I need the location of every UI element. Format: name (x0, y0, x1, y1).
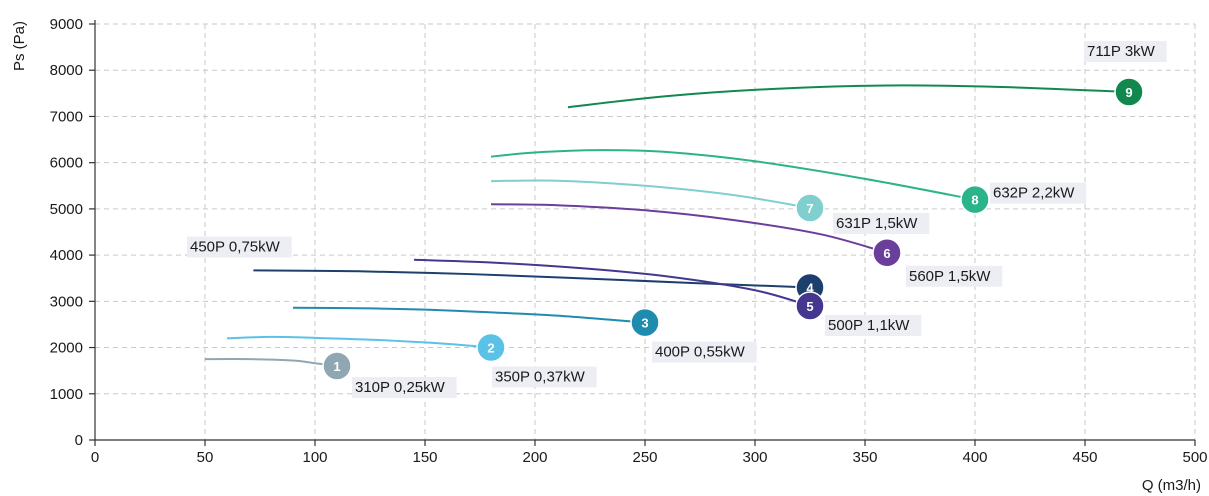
marker-number: 9 (1125, 85, 1132, 100)
series-label-bg (825, 314, 922, 336)
series-label-bg (352, 377, 457, 399)
marker-circle (872, 238, 902, 268)
series-marker-8: 8 (960, 184, 990, 215)
y-tick-label: 1000 (50, 386, 83, 403)
y-tick-label: 6000 (50, 155, 83, 172)
series-label-text: 310P 0,25kW (355, 379, 446, 396)
series-marker-1: 1 (322, 351, 352, 381)
series-labels: 310P 0,25kW 350P 0,37kW 400P 0,55kW 450P 0,… (187, 40, 1167, 399)
x-tick-label: 100 (302, 449, 327, 466)
x-tick-label: 150 (412, 449, 437, 466)
series-label-3: 400P 0,55kW (652, 341, 757, 363)
marker-number: 2 (487, 341, 494, 356)
series-marker-6: 6 (872, 238, 902, 268)
series-line-1 (204, 358, 338, 368)
marker-number: 5 (806, 299, 813, 314)
series-label-text: 450P 0,75kW (190, 238, 281, 255)
series-marker-7: 7 (795, 193, 825, 223)
marker-number: 7 (806, 201, 813, 216)
series-marker-3: 3 (630, 307, 660, 338)
series-label-5: 500P 1,1kW (825, 314, 922, 336)
x-tick-label: 300 (742, 449, 767, 466)
marker-number: 4 (806, 280, 814, 295)
y-tick-label: 2000 (50, 340, 83, 357)
series-line-7 (490, 179, 811, 209)
series-label-bg (906, 265, 1003, 287)
y-tick-label: 5000 (50, 201, 83, 218)
series-label-7: 631P 1,5kW (833, 212, 930, 234)
marker-circle (1114, 77, 1144, 107)
series-line-5 (413, 258, 811, 307)
x-axis-title: Q (m3/h) (1142, 477, 1201, 494)
y-tick-label: 9000 (50, 16, 83, 33)
marker-number: 3 (641, 316, 648, 331)
y-tick-label: 0 (75, 432, 83, 449)
series-marker-5: 5 (795, 291, 825, 321)
series-line-9 (567, 84, 1130, 109)
series-label-bg (833, 212, 930, 234)
series-label-text: 500P 1,1kW (828, 317, 910, 334)
x-tick-label: 0 (91, 449, 99, 466)
series-label-6: 560P 1,5kW (906, 265, 1003, 287)
x-tick-label: 250 (632, 449, 657, 466)
series-lines (204, 84, 1130, 368)
y-axis-title: Ps (Pa) (11, 21, 28, 71)
series-label-9: 711P 3kW (1084, 40, 1167, 62)
series-line-6 (490, 203, 888, 254)
series-line-8 (490, 149, 976, 201)
marker-circle (322, 351, 352, 381)
series-label-bg (1084, 40, 1167, 62)
y-tick-label: 7000 (50, 108, 83, 125)
y-tick-label: 4000 (50, 247, 83, 264)
series-line-4 (253, 269, 811, 289)
series-label-8: 632P 2,2kW (990, 182, 1087, 204)
grid (95, 23, 1196, 440)
series-label-text: 631P 1,5kW (836, 215, 918, 232)
series-line-2 (226, 335, 492, 349)
series-label-bg (187, 236, 292, 258)
axes: 0 50 100 150 200 250 300 350 400 450 5000100020003… (50, 16, 1208, 466)
x-tick-label: 50 (197, 449, 214, 466)
series-markers: 1 2 3 4 5 6 7 8 9 (322, 77, 1144, 381)
x-tick-label: 400 (962, 449, 987, 466)
series-label-bg (492, 366, 597, 388)
marker-circle (476, 332, 506, 363)
series-label-1: 310P 0,25kW (352, 377, 457, 399)
y-tick-label: 3000 (50, 293, 83, 310)
x-tick-label: 350 (852, 449, 877, 466)
marker-number: 6 (883, 246, 890, 261)
marker-circle (795, 291, 825, 321)
series-line-3 (292, 306, 646, 324)
series-label-text: 632P 2,2kW (993, 185, 1075, 202)
series-label-bg (652, 341, 757, 363)
series-label-text: 350P 0,37kW (495, 369, 586, 386)
series-label-2: 350P 0,37kW (492, 366, 597, 388)
series-label-4: 450P 0,75kW (187, 236, 292, 258)
series-label-bg (990, 182, 1087, 204)
marker-circle (795, 193, 825, 223)
y-tick-label: 8000 (50, 62, 83, 79)
marker-circle (960, 184, 990, 215)
marker-number: 1 (333, 359, 340, 374)
series-label-text: 711P 3kW (1087, 43, 1156, 60)
marker-number: 8 (971, 193, 978, 208)
x-tick-label: 500 (1182, 449, 1207, 466)
series-label-text: 400P 0,55kW (655, 344, 746, 361)
series-marker-2: 2 (476, 332, 506, 363)
series-label-text: 560P 1,5kW (909, 268, 991, 285)
x-tick-label: 200 (522, 449, 547, 466)
marker-circle (630, 307, 660, 338)
x-tick-label: 450 (1072, 449, 1097, 466)
series-marker-9: 9 (1114, 77, 1144, 107)
